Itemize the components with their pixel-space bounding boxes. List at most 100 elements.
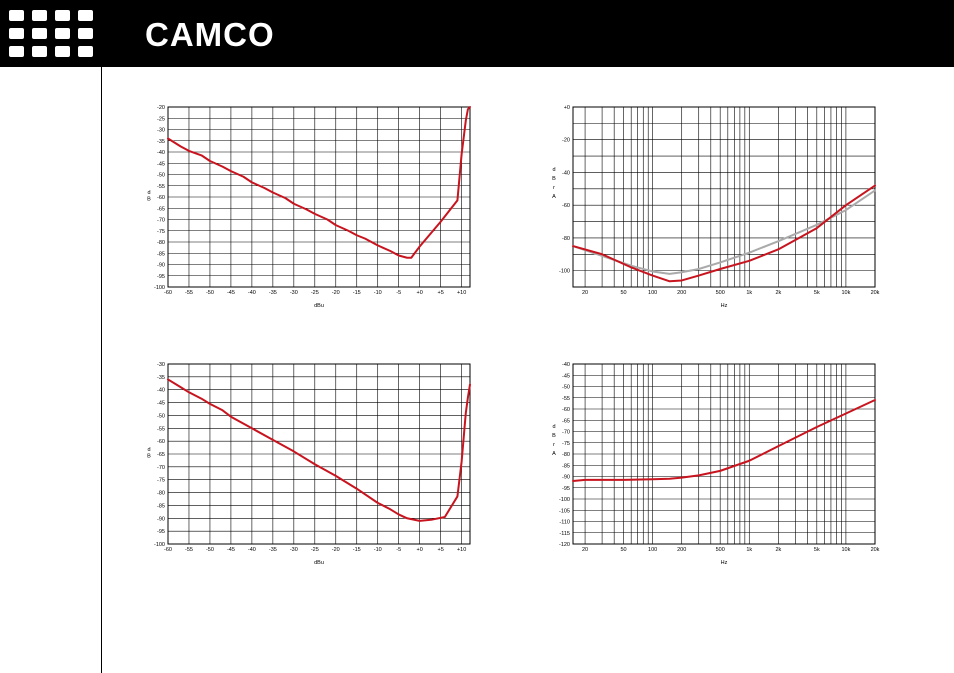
y-tick-label: -25 [157, 116, 165, 122]
header-bar: CAMCO [0, 0, 954, 67]
y-tick-label: -95 [157, 529, 165, 535]
grid-lines [167, 363, 470, 545]
x-tick-label: 20 [582, 547, 588, 553]
y-tick-label: -105 [559, 508, 570, 514]
y-tick-label: -40 [157, 150, 165, 156]
x-tick-label: -25 [311, 547, 319, 553]
y-tick-label: -60 [157, 439, 165, 445]
y-tick-label: -65 [157, 452, 165, 458]
x-tick-label: 2k [775, 290, 781, 296]
y-tick-label: -50 [562, 385, 570, 391]
x-tick-label: +5 [437, 290, 443, 296]
y-tick-label: -80 [562, 236, 570, 242]
y-tick-label: -40 [562, 170, 570, 176]
plot-frame [167, 363, 471, 545]
y-axis-label-letter: A [552, 451, 556, 457]
x-tick-label: -5 [396, 547, 401, 553]
logo-cell [78, 46, 93, 57]
y-tick-label: -70 [157, 218, 165, 224]
y-tick-label: -50 [157, 413, 165, 419]
y-tick-label: -80 [562, 452, 570, 458]
logo-cell [78, 28, 93, 39]
x-tick-label: -35 [269, 290, 277, 296]
x-tick-label: -40 [248, 290, 256, 296]
y-axis-label-letter: d [552, 424, 555, 430]
y-tick-label: -65 [562, 418, 570, 424]
y-tick-label: -55 [562, 396, 570, 402]
y-tick-label: -120 [559, 542, 570, 548]
logo-cell [9, 28, 24, 39]
y-tick-label: -100 [154, 285, 165, 291]
y-axis-label-letter: A [552, 194, 556, 200]
y-tick-label: -50 [157, 173, 165, 179]
logo-cell [78, 10, 93, 21]
x-tick-label: -30 [290, 290, 298, 296]
x-tick-label: 20k [871, 547, 880, 553]
y-tick-label: -40 [562, 362, 570, 368]
logo-cell [32, 46, 47, 57]
plot-frame [167, 106, 471, 288]
y-tick-label: -35 [157, 375, 165, 381]
x-tick-label: 500 [716, 290, 725, 296]
y-tick-label: -45 [562, 373, 570, 379]
x-axis-label: Hz [721, 560, 728, 566]
grid-lines [573, 363, 876, 545]
brand-logo-text: CAMCO [145, 16, 275, 53]
y-axis-label-letter: d [552, 167, 555, 173]
y-tick-label: -65 [157, 206, 165, 212]
x-tick-label: 500 [716, 547, 725, 553]
y-tick-label: -90 [562, 475, 570, 481]
y-tick-label: -30 [157, 362, 165, 368]
x-tick-label: -15 [353, 547, 361, 553]
x-tick-label: -45 [227, 290, 235, 296]
x-tick-label: 200 [677, 547, 686, 553]
y-tick-label: -95 [157, 274, 165, 280]
y-tick-label: -60 [562, 407, 570, 413]
x-tick-label: -10 [374, 547, 382, 553]
x-tick-label: -15 [353, 290, 361, 296]
y-axis-label-letter: B [552, 433, 556, 439]
x-tick-label: +10 [457, 290, 466, 296]
y-tick-label: -30 [157, 128, 165, 134]
x-tick-label: -20 [332, 290, 340, 296]
x-tick-label: -45 [227, 547, 235, 553]
x-tick-label: 10k [841, 547, 850, 553]
x-axis-label: dBu [314, 560, 324, 566]
y-tick-label: -75 [157, 478, 165, 484]
x-tick-label: 1k [746, 290, 752, 296]
grid-lines [167, 106, 470, 288]
x-tick-label: 20 [582, 290, 588, 296]
y-tick-label: -70 [562, 430, 570, 436]
y-tick-label: -75 [562, 441, 570, 447]
y-tick-label: -75 [157, 229, 165, 235]
y-axis-label-letter: B [147, 196, 151, 202]
x-tick-label: 50 [620, 290, 626, 296]
x-tick-label: -55 [185, 547, 193, 553]
x-tick-label: -55 [185, 290, 193, 296]
y-tick-label: -90 [157, 263, 165, 269]
x-tick-label: -35 [269, 547, 277, 553]
y-tick-label: -85 [157, 503, 165, 509]
x-tick-label: 1k [746, 547, 752, 553]
x-tick-label: 2k [775, 547, 781, 553]
x-tick-label: +0 [417, 547, 423, 553]
logo-cell [32, 28, 47, 39]
y-tick-label: -35 [157, 139, 165, 145]
x-tick-label: -60 [164, 547, 172, 553]
y-tick-label: -45 [157, 161, 165, 167]
chart-frequency-response-1: +0 -20 -40 -60 -80 -100 20 50 100 200 500 1k 2k 5k 10k… [552, 105, 880, 309]
plot-frame [572, 363, 876, 545]
x-tick-label: -10 [374, 290, 382, 296]
series-line-1 [167, 106, 471, 259]
x-tick-label: 5k [814, 547, 820, 553]
y-tick-label: -45 [157, 401, 165, 407]
y-tick-label: -20 [562, 138, 570, 144]
logo-cell [55, 28, 70, 39]
series-line-1 [167, 378, 471, 522]
x-tick-label: -5 [396, 290, 401, 296]
logo-cell [9, 10, 24, 21]
chart-level-response-1: -20 -25 -30 -35 -40 -45 -50 -55 -60 -65 -70 -75 -80 -… [147, 105, 471, 309]
